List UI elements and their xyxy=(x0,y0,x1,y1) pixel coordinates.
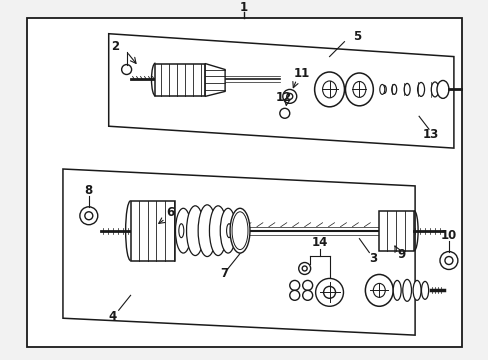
Ellipse shape xyxy=(198,205,216,257)
Text: 7: 7 xyxy=(220,267,228,280)
Ellipse shape xyxy=(352,81,365,97)
Text: 13: 13 xyxy=(422,128,438,141)
Ellipse shape xyxy=(365,274,392,306)
Ellipse shape xyxy=(436,81,448,98)
Ellipse shape xyxy=(179,224,183,238)
Ellipse shape xyxy=(412,280,420,300)
Ellipse shape xyxy=(175,208,191,253)
Ellipse shape xyxy=(230,208,249,253)
Ellipse shape xyxy=(391,85,396,94)
Circle shape xyxy=(286,93,292,99)
Circle shape xyxy=(302,266,306,271)
Text: 8: 8 xyxy=(84,184,93,197)
Ellipse shape xyxy=(345,73,372,106)
Circle shape xyxy=(282,89,296,103)
Text: 4: 4 xyxy=(108,310,117,323)
Circle shape xyxy=(315,278,343,306)
Text: 12: 12 xyxy=(275,91,291,104)
Circle shape xyxy=(84,212,93,220)
Text: 3: 3 xyxy=(368,252,377,265)
Text: 1: 1 xyxy=(240,1,247,14)
Circle shape xyxy=(302,280,312,291)
Ellipse shape xyxy=(392,280,400,300)
Ellipse shape xyxy=(372,283,385,297)
Ellipse shape xyxy=(314,72,344,107)
Circle shape xyxy=(289,280,299,291)
Ellipse shape xyxy=(226,224,231,238)
Circle shape xyxy=(298,262,310,274)
Polygon shape xyxy=(130,201,175,261)
Polygon shape xyxy=(205,64,224,96)
Ellipse shape xyxy=(404,84,409,95)
Circle shape xyxy=(80,207,98,225)
Text: 9: 9 xyxy=(396,248,405,261)
Circle shape xyxy=(439,252,457,270)
Ellipse shape xyxy=(209,206,226,256)
Circle shape xyxy=(122,64,131,75)
Polygon shape xyxy=(379,211,413,251)
Polygon shape xyxy=(27,18,461,347)
Text: 2: 2 xyxy=(111,40,120,53)
Polygon shape xyxy=(108,34,453,148)
Ellipse shape xyxy=(322,81,336,98)
Text: 11: 11 xyxy=(293,67,309,80)
Text: 14: 14 xyxy=(311,236,327,249)
Circle shape xyxy=(302,291,312,300)
Ellipse shape xyxy=(220,208,235,253)
Text: 6: 6 xyxy=(166,206,174,219)
Circle shape xyxy=(289,291,299,300)
Ellipse shape xyxy=(417,82,424,96)
Circle shape xyxy=(279,108,289,118)
Ellipse shape xyxy=(186,206,203,256)
Text: 10: 10 xyxy=(440,229,456,242)
Text: 5: 5 xyxy=(352,30,361,43)
Ellipse shape xyxy=(382,85,386,93)
Ellipse shape xyxy=(379,85,384,94)
Circle shape xyxy=(444,257,452,265)
Ellipse shape xyxy=(421,282,428,299)
Ellipse shape xyxy=(430,82,438,97)
Polygon shape xyxy=(63,169,414,335)
Circle shape xyxy=(323,287,335,298)
Polygon shape xyxy=(155,64,205,96)
Ellipse shape xyxy=(402,279,411,301)
